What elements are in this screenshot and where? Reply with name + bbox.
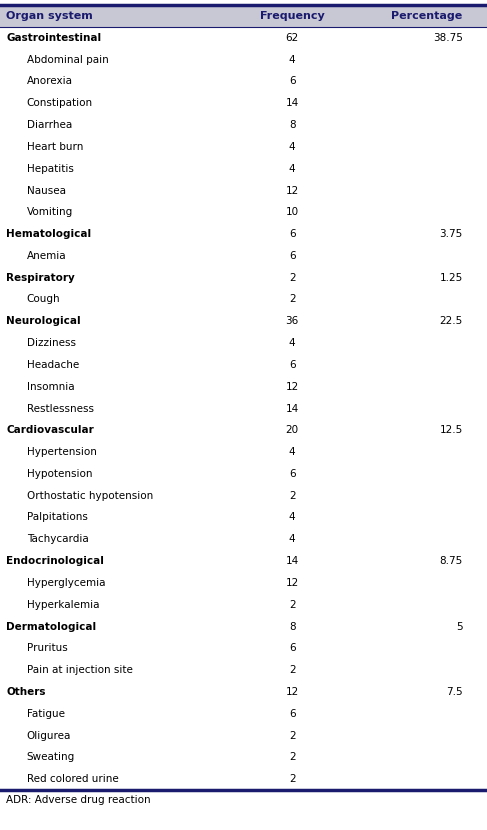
Text: Anorexia: Anorexia <box>27 76 73 86</box>
Text: Gastrointestinal: Gastrointestinal <box>6 33 101 43</box>
Text: 8.75: 8.75 <box>439 556 463 566</box>
Text: Pain at injection site: Pain at injection site <box>27 665 132 675</box>
Text: 6: 6 <box>289 251 296 261</box>
Text: 1.25: 1.25 <box>439 273 463 283</box>
Text: Respiratory: Respiratory <box>6 273 75 283</box>
Text: Orthostatic hypotension: Orthostatic hypotension <box>27 491 153 500</box>
Text: 6: 6 <box>289 643 296 653</box>
Text: 4: 4 <box>289 55 296 65</box>
Text: Sweating: Sweating <box>27 752 75 762</box>
Text: 2: 2 <box>289 774 296 784</box>
Text: 6: 6 <box>289 76 296 86</box>
Text: 14: 14 <box>285 403 299 413</box>
Text: 2: 2 <box>289 600 296 610</box>
Text: 36: 36 <box>285 316 299 326</box>
Text: 6: 6 <box>289 469 296 479</box>
Text: 4: 4 <box>289 535 296 544</box>
Text: Insomnia: Insomnia <box>27 382 75 392</box>
Text: Dizziness: Dizziness <box>27 338 76 348</box>
Bar <box>0 5 487 27</box>
Text: Hypertension: Hypertension <box>27 447 96 457</box>
Text: Vomiting: Vomiting <box>27 208 73 217</box>
Text: 6: 6 <box>289 360 296 370</box>
Text: Percentage: Percentage <box>392 11 463 21</box>
Text: 2: 2 <box>289 295 296 305</box>
Text: 4: 4 <box>289 164 296 173</box>
Text: Heart burn: Heart burn <box>27 142 83 152</box>
Text: Hypotension: Hypotension <box>27 469 92 479</box>
Text: 12: 12 <box>285 382 299 392</box>
Text: 6: 6 <box>289 229 296 239</box>
Text: 2: 2 <box>289 665 296 675</box>
Text: 22.5: 22.5 <box>439 316 463 326</box>
Text: Cough: Cough <box>27 295 60 305</box>
Text: Hyperglycemia: Hyperglycemia <box>27 578 105 588</box>
Text: 5: 5 <box>456 622 463 632</box>
Text: 4: 4 <box>289 142 296 152</box>
Text: 2: 2 <box>289 752 296 762</box>
Text: Red colored urine: Red colored urine <box>27 774 118 784</box>
Text: 12: 12 <box>285 578 299 588</box>
Text: Oligurea: Oligurea <box>27 730 71 740</box>
Text: 4: 4 <box>289 512 296 523</box>
Text: Dermatological: Dermatological <box>6 622 96 632</box>
Text: Neurological: Neurological <box>6 316 81 326</box>
Text: 6: 6 <box>289 709 296 719</box>
Text: Constipation: Constipation <box>27 98 93 108</box>
Text: Anemia: Anemia <box>27 251 66 261</box>
Text: 38.75: 38.75 <box>433 33 463 43</box>
Text: 12: 12 <box>285 185 299 196</box>
Text: 2: 2 <box>289 730 296 740</box>
Text: 8: 8 <box>289 622 296 632</box>
Text: Frequency: Frequency <box>260 11 324 21</box>
Text: Endocrinological: Endocrinological <box>6 556 104 566</box>
Text: Cardiovascular: Cardiovascular <box>6 425 94 435</box>
Text: 62: 62 <box>285 33 299 43</box>
Text: Nausea: Nausea <box>27 185 66 196</box>
Text: 14: 14 <box>285 556 299 566</box>
Text: ADR: Adverse drug reaction: ADR: Adverse drug reaction <box>6 795 151 805</box>
Text: Hyperkalemia: Hyperkalemia <box>27 600 99 610</box>
Text: Others: Others <box>6 687 46 697</box>
Text: 12.5: 12.5 <box>439 425 463 435</box>
Text: 4: 4 <box>289 447 296 457</box>
Text: 20: 20 <box>286 425 299 435</box>
Text: Fatigue: Fatigue <box>27 709 65 719</box>
Text: 3.75: 3.75 <box>439 229 463 239</box>
Text: Hepatitis: Hepatitis <box>27 164 74 173</box>
Text: 7.5: 7.5 <box>446 687 463 697</box>
Text: Tachycardia: Tachycardia <box>27 535 89 544</box>
Text: Abdominal pain: Abdominal pain <box>27 55 109 65</box>
Text: Diarrhea: Diarrhea <box>27 120 72 130</box>
Text: Organ system: Organ system <box>6 11 93 21</box>
Text: 14: 14 <box>285 98 299 108</box>
Text: Palpitations: Palpitations <box>27 512 88 523</box>
Text: Headache: Headache <box>27 360 79 370</box>
Text: 2: 2 <box>289 273 296 283</box>
Text: 2: 2 <box>289 491 296 500</box>
Text: 8: 8 <box>289 120 296 130</box>
Text: 12: 12 <box>285 687 299 697</box>
Text: Hematological: Hematological <box>6 229 92 239</box>
Text: 10: 10 <box>286 208 299 217</box>
Text: Pruritus: Pruritus <box>27 643 68 653</box>
Text: 4: 4 <box>289 338 296 348</box>
Text: Restlessness: Restlessness <box>27 403 94 413</box>
